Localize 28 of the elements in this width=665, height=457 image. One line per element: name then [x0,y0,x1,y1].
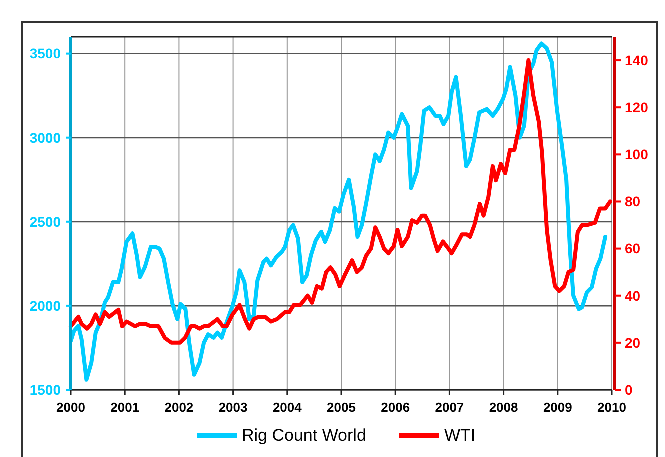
x-tick-label: 2002 [164,400,194,415]
line-series [69,42,608,382]
legend-label: WTI [444,426,476,445]
x-tick-label: 2005 [327,400,356,415]
y-tick-label: 2500 [30,214,62,230]
y-tick-label: 1500 [30,382,62,398]
x-tick-label: 2008 [489,400,518,415]
x-tick-label: 2000 [56,400,86,415]
y2-tick-label: 20 [625,334,641,351]
x-tick-label: 2006 [381,400,410,415]
line-series [69,58,612,345]
y-tick-label: 3500 [30,46,62,62]
y2-tick-label: 120 [625,100,649,116]
legend-label: Rig Count World [242,426,366,445]
x-tick-label: 2004 [272,400,303,415]
x-tick-label: 2010 [598,400,626,415]
x-tick-label: 2001 [110,400,140,415]
y2-tick-label: 80 [625,194,641,210]
x-tick-label: 2009 [543,400,572,415]
y-tick-label: 2000 [30,298,62,314]
y2-tick-label: 140 [625,52,649,68]
x-tick-label: 2007 [435,400,464,415]
y2-tick-label: 100 [625,146,649,163]
y2-tick-label: 60 [625,240,641,257]
y-tick-label: 3000 [30,130,62,146]
y2-tick-label: 40 [625,288,641,304]
y2-tick-label: 0 [625,382,633,398]
x-tick-label: 2003 [218,400,248,415]
